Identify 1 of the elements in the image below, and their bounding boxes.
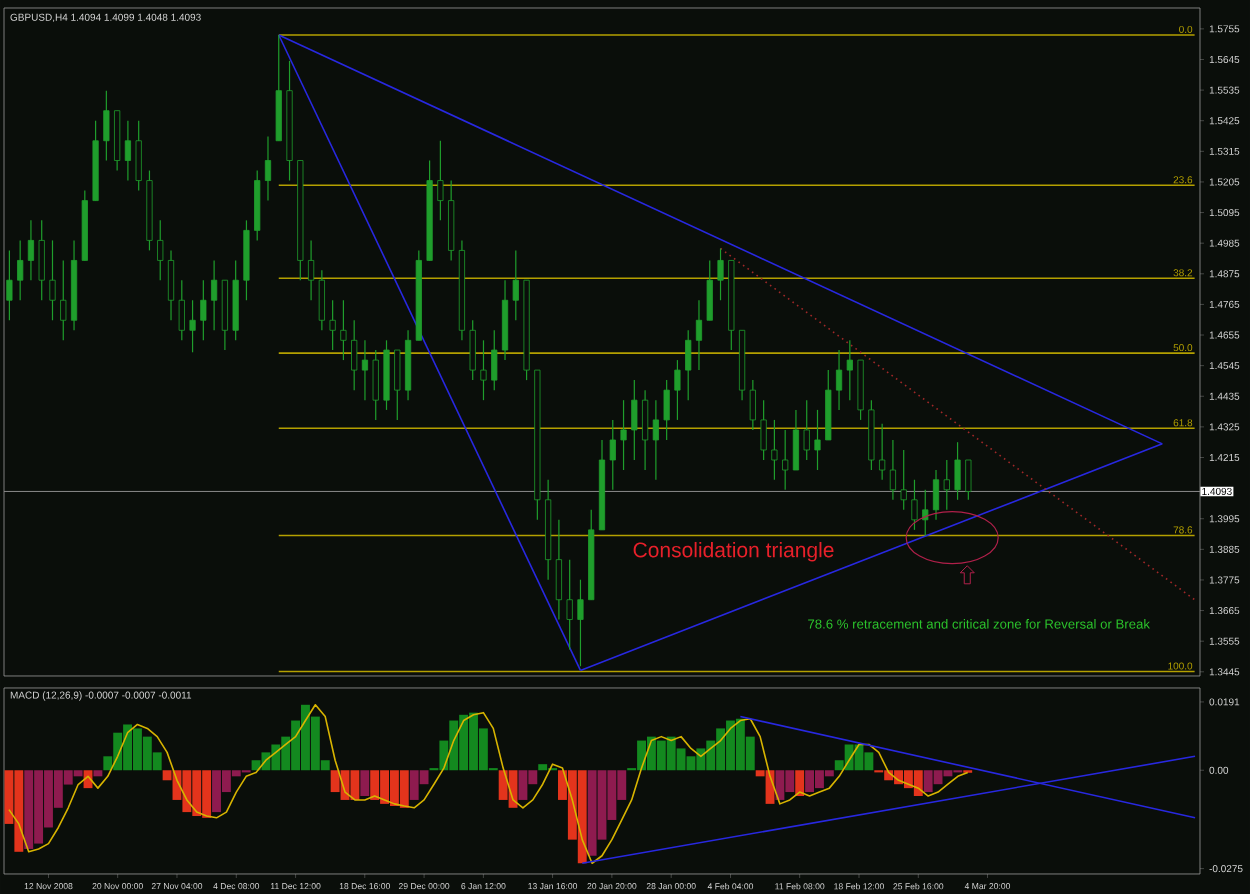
annotation: Consolidation triangle xyxy=(633,541,834,562)
